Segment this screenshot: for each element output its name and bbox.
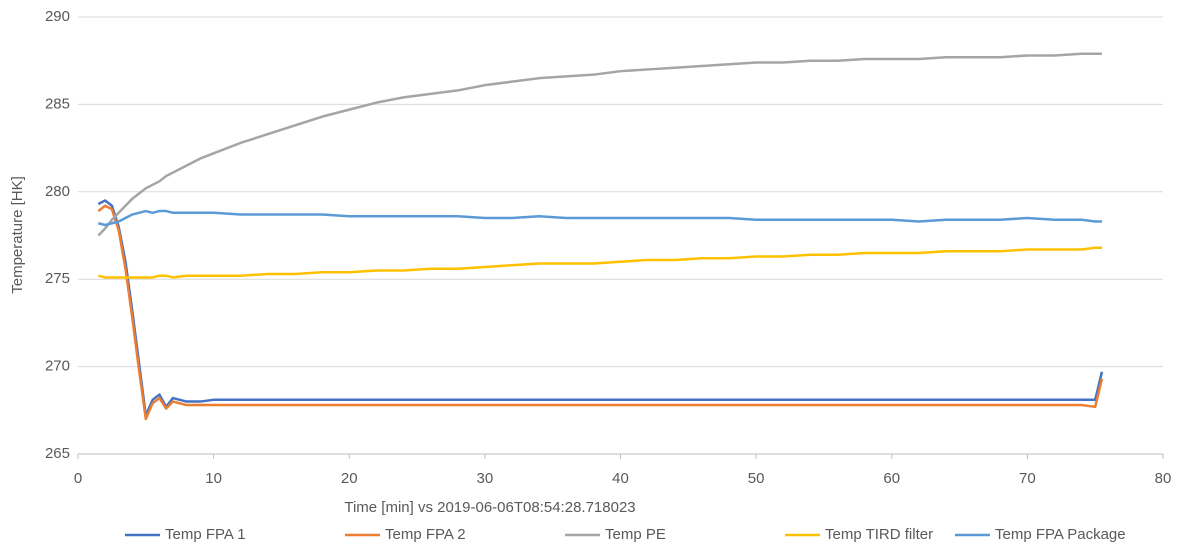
- x-tick-label: 10: [205, 470, 222, 487]
- series-line: [97, 199, 1104, 417]
- x-tick-label: 80: [1155, 470, 1172, 487]
- x-tick-label: 20: [341, 470, 358, 487]
- y-axis-title: Temperature [HK]: [9, 176, 26, 294]
- legend-label: Temp TIRD filter: [825, 526, 933, 543]
- x-tick-label: 30: [477, 470, 494, 487]
- x-axis-title: Time [min] vs 2019-06-06T08:54:28.718023: [344, 499, 635, 516]
- legend-label: Temp FPA 2: [385, 526, 466, 543]
- legend-label: Temp FPA 1: [165, 526, 246, 543]
- series-line: [98, 246, 1102, 279]
- y-tick-label: 270: [45, 358, 70, 375]
- x-tick-label: 0: [74, 470, 82, 487]
- x-tick-label: 70: [1019, 470, 1036, 487]
- y-tick-label: 285: [45, 95, 70, 112]
- x-tick-label: 60: [883, 470, 900, 487]
- series-line: [98, 209, 1102, 227]
- y-tick-label: 275: [45, 270, 70, 287]
- x-tick-label: 40: [612, 470, 629, 487]
- series-line: [97, 52, 1102, 237]
- series-line: [97, 204, 1104, 421]
- x-tick-label: 50: [748, 470, 765, 487]
- legend-label: Temp FPA Package: [995, 526, 1126, 543]
- legend-label: Temp PE: [605, 526, 666, 543]
- y-tick-label: 280: [45, 183, 70, 200]
- y-tick-label: 265: [45, 445, 70, 462]
- y-tick-label: 290: [45, 8, 70, 25]
